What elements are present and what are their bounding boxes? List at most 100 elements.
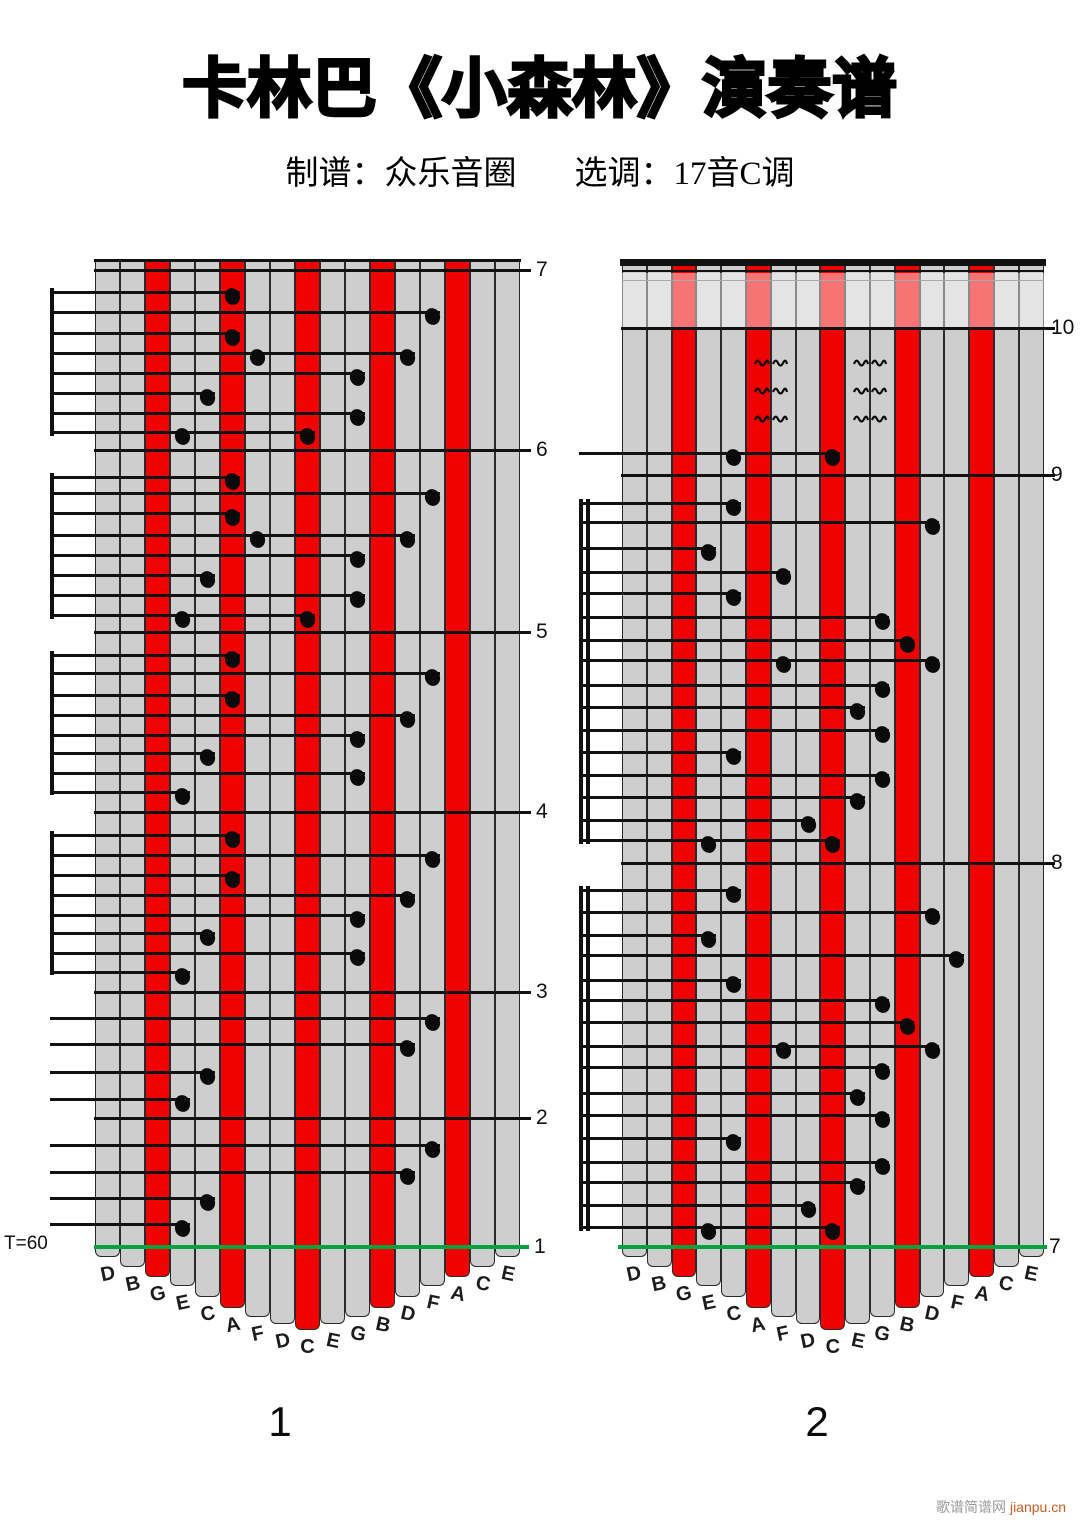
tab-strip-red [894,266,920,1308]
note-event-line [579,998,890,1002]
note-event-line [50,833,240,837]
note-event-line [50,511,240,515]
note-event-line [50,951,365,955]
note-event-line [579,520,939,524]
tab-strip [195,260,220,1297]
tab-strip [622,266,647,1257]
key-label: C [473,1271,492,1297]
subtitle-maker: 制谱：众乐音圈 [285,156,517,192]
key-label: A [223,1312,242,1338]
measure-line [621,326,1055,330]
tab-strip-red [295,260,320,1330]
watermark-domain-link[interactable]: jianpu.cn [1009,1499,1066,1515]
beam-bracket-bar [579,886,583,1231]
note-event-line [579,591,741,595]
key-label: F [424,1290,441,1316]
key-label: D [273,1328,292,1354]
tab-strip [870,266,895,1317]
note-event-line [579,1113,890,1117]
note-event-line [50,331,240,335]
tab-strip [420,260,445,1286]
note-event-line [579,933,716,937]
note-event-line [579,978,741,982]
key-label: C [997,1271,1016,1297]
key-label: B [373,1312,392,1338]
tab-strip-red [969,266,994,1277]
key-label: D [624,1261,644,1287]
note-event-line [50,371,365,375]
key-label: C [825,1336,841,1358]
note-event-line [50,733,365,737]
measure-line [94,268,531,272]
measure-line [94,1116,531,1120]
note-event-line [579,750,741,754]
note-event-line [579,818,815,822]
note-event-line [579,795,865,799]
key-label: A [972,1281,992,1307]
measure-line [94,810,531,814]
key-label: C [300,1336,315,1358]
tab-strip [1018,266,1044,1257]
note-event-line [579,1044,939,1048]
note-event-line [579,570,791,574]
note-event-line [579,910,939,914]
measure-number: 5 [536,620,548,643]
note-event-line [579,638,915,642]
note-event-line [579,1091,865,1095]
green-start-line [618,1245,1047,1249]
tab-strip [470,260,495,1267]
note-event-line [50,931,215,935]
tab-strip [95,260,120,1257]
measure-line [94,630,531,634]
measure-number: 8 [1051,851,1063,874]
note-event-line [50,1143,440,1147]
note-event-line [50,893,415,897]
watermark: 歌谱简谱网 jianpu.cn [936,1497,1066,1517]
tab-strip [345,260,370,1317]
measure-number: 7 [536,258,548,281]
measure-number: 3 [536,980,548,1003]
key-label: F [948,1290,966,1316]
note-event-line [50,790,190,794]
beam-bracket-bar [50,831,54,975]
note-event-line [50,771,365,775]
tab-strip [495,260,520,1257]
page-title: 卡林巴《小森林》演奏谱 [181,52,898,127]
subtitle-key: 选调：17音C调 [574,156,795,192]
beam-bracket-bar-2 [586,886,590,1231]
note-event-line [579,1160,890,1164]
tremolo-squiggle-icon [852,384,888,402]
key-label: E [848,1328,867,1354]
note-event-line [579,705,865,709]
tab-strip-red [220,260,245,1308]
note-event-line [579,773,890,777]
tab-strip [270,260,295,1324]
watermark-site: 歌谱简谱网 [935,1499,1006,1515]
measure-number: 1 [534,1235,546,1258]
key-label: A [748,1312,768,1338]
tremolo-squiggle-icon [753,356,788,374]
tab-strip [721,266,746,1297]
key-label: A [448,1281,467,1307]
key-label: E [699,1290,718,1316]
tempo-label: T=60 [4,1233,48,1254]
note-event-line [50,671,440,675]
note-event-line [579,546,716,550]
key-label: G [347,1321,368,1347]
note-event-line [50,1097,190,1101]
measure-number: 2 [536,1106,548,1129]
tab-strip-red [671,266,697,1277]
measure-line [621,861,1055,865]
note-event-line [50,1222,190,1226]
tab-strip [770,266,796,1317]
note-event-line [579,1203,815,1207]
tab-strip [994,266,1019,1267]
tab-strip [795,266,821,1324]
key-label: B [897,1312,917,1338]
note-event-line [50,751,215,755]
beam-bracket-bar [50,288,54,436]
note-event-line [579,728,890,732]
key-label: B [123,1271,142,1297]
note-event-line [579,501,741,505]
green-start-line [94,1245,529,1249]
